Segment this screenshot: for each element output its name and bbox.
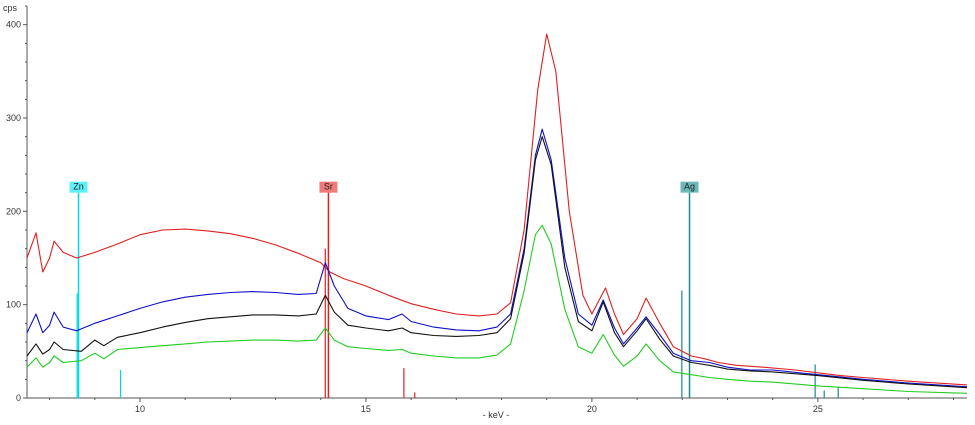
x-tick-label: 20: [587, 404, 597, 414]
series-line: [26, 224, 968, 394]
spectrum-series: [26, 33, 968, 394]
element-tag-background: [680, 181, 699, 193]
y-tick-label: 100: [6, 300, 21, 310]
y-tick-label: 300: [6, 113, 21, 123]
y-tick-label: 200: [6, 206, 21, 216]
series-line: [26, 33, 968, 386]
y-axis-unit-label: cps: [3, 3, 18, 13]
element-tag-background: [69, 181, 88, 193]
x-tick-label: 10: [135, 404, 145, 414]
element-tag-label: Sr: [324, 182, 333, 192]
series-line: [26, 128, 968, 388]
y-tick-label: 0: [16, 393, 21, 403]
axes: 0 100 200 300 400 10 15 20 25: [6, 5, 967, 414]
element-tag-label: Ag: [684, 182, 695, 192]
x-tick-label: 15: [361, 404, 371, 414]
element-tag-label: Zn: [73, 182, 84, 192]
element-tag-background: [319, 181, 338, 193]
y-tick-label: 400: [6, 20, 21, 30]
x-axis-label: - keV -: [483, 410, 510, 420]
x-tick-label: 25: [813, 404, 823, 414]
element-markers: [76, 192, 839, 398]
element-tags: Zn Sr Ag: [69, 181, 699, 193]
series-line: [26, 136, 968, 389]
